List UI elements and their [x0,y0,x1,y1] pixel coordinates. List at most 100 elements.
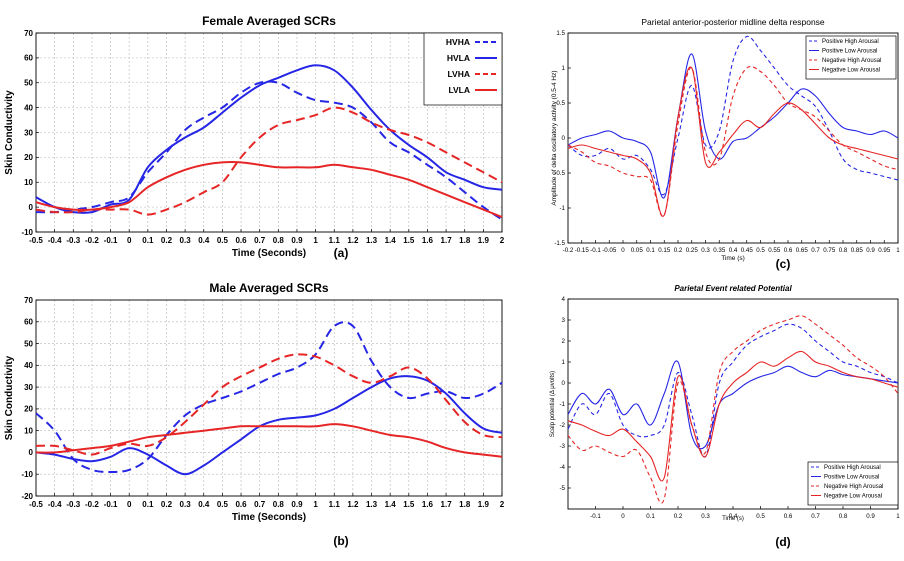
x-tick-label: 0.1 [646,247,655,254]
x-tick-label: 1.4 [385,500,397,509]
y-tick-label: 0.5 [556,100,565,107]
x-tick-label: 0.5 [756,247,765,254]
x-tick-label: -0.5 [29,500,43,509]
x-tick-label: 1.1 [329,500,341,509]
x-tick-label: 0.6 [235,236,247,245]
x-tick-label: 1.6 [422,500,434,509]
x-tick-label: 0.3 [180,500,192,509]
x-tick-label: 0.7 [811,513,820,520]
x-tick-label: 1 [313,500,318,509]
legend-label: HVLA [447,53,470,63]
x-tick-label: 0.2 [161,500,173,509]
y-tick-label: 0 [29,448,34,457]
y-tick-label: -1 [559,401,565,408]
x-tick-label: 0.15 [658,247,671,254]
x-tick-label: 0.05 [631,247,644,254]
chart-panel-a: -0.5 -0.4 -0.3 -0.2 -0.1 0 0.1 0.2 0.3 0.4 0.5 0.6 0… [4,14,505,260]
series-line-hvha [35,321,503,473]
x-tick-label: 0.9 [866,513,875,520]
x-tick-label: 1.1 [329,236,341,245]
x-tick-label: 0.2 [674,513,683,520]
chart-title: Female Averaged SCRs [202,14,336,28]
y-tick-label: 0 [29,203,34,212]
legend-label: Positive Low Arousal [822,49,877,55]
y-tick-label: -10 [21,228,33,237]
x-tick-label: -0.1 [104,500,118,509]
x-tick-label: 0.6 [784,247,793,254]
legend-box [423,32,503,106]
y-tick-label: -1.5 [554,240,565,247]
x-tick-label: 1.8 [459,500,471,509]
x-tick-label: 0.7 [254,500,266,509]
series-line-negative-low-arousal [567,350,899,482]
x-tick-label: 0.85 [851,247,864,254]
legend-box [805,35,897,80]
panel-label: (c) [776,257,791,271]
x-tick-label: 2 [500,236,505,245]
y-tick-label: -3 [559,443,565,450]
x-tick-label: -0.2 [563,247,574,254]
x-tick-label: 0.75 [823,247,836,254]
y-tick-label: 1 [562,359,566,366]
x-tick-label: 1.2 [347,236,359,245]
x-tick-label: 0.8 [839,247,848,254]
x-tick-label: 0.5 [756,513,765,520]
x-tick-label: -0.3 [66,500,80,509]
x-tick-label: 1.9 [478,500,490,509]
chart-panel-b: -0.5 -0.4 -0.3 -0.2 -0.1 0 0.1 0.2 0.3 0.4 0.5 0.6 0… [4,281,505,548]
x-tick-label: 0 [127,236,132,245]
x-axis-label: Time (s) [722,516,744,522]
x-tick-label: 1.8 [459,236,471,245]
y-axis-label: Scalp potential (Δ μvolts) [550,371,556,437]
y-tick-label: -5 [559,485,565,492]
chart-title: Parietal anterior-posterior midline delt… [641,17,825,27]
x-tick-label: 0.5 [217,500,229,509]
legend-label: Negative High Arousal [822,58,881,64]
y-tick-label: 10 [24,426,33,435]
legend-label: Negative Low Arousal [822,68,880,74]
y-tick-label: 50 [24,79,33,88]
x-tick-label: 0.7 [254,236,266,245]
x-tick-label: 0.9 [291,236,303,245]
y-tick-label: 40 [24,103,33,112]
y-tick-label: 0 [562,135,566,142]
y-tick-label: 30 [24,128,33,137]
x-tick-label: 0.2 [674,247,683,254]
x-tick-label: 0.65 [796,247,809,254]
x-tick-label: 0.45 [741,247,754,254]
x-tick-label: 1 [896,513,900,520]
x-tick-label: 1 [313,236,318,245]
y-tick-label: 1.5 [556,30,565,37]
x-tick-label: 0.95 [878,247,891,254]
x-tick-label: 1.4 [385,236,397,245]
series-line-positive-low-arousal [567,53,899,199]
x-tick-label: 0.9 [866,247,875,254]
y-tick-label: -10 [21,470,33,479]
x-tick-label: 1.6 [422,236,434,245]
legend: Positive High Arousal Positive Low Arousa… [805,35,897,80]
x-tick-label: 1.7 [441,236,453,245]
y-tick-label: 4 [562,296,566,303]
x-tick-label: 0.2 [161,236,173,245]
legend-label: Positive High Arousal [822,39,879,45]
series-line-positive-high-arousal [567,323,899,458]
legend-label: Positive Low Arousal [824,475,879,481]
series-line-lvha [35,106,503,216]
x-tick-label: 1 [896,247,900,254]
x-tick-label: 0.3 [701,513,710,520]
y-tick-label: 10 [24,178,33,187]
x-tick-label: 0.8 [839,513,848,520]
x-tick-label: 0.8 [273,500,285,509]
chart-panel-c: -0.2 -0.15 -0.1 -0.05 0 0.05 0.1 0.15 0.2 0.25 0.3… [551,17,900,271]
x-axis-label: Time (s) [721,255,745,262]
legend: Positive High Arousal Positive Low Arousa… [807,461,899,506]
y-axis-label: Skin Conductivity [4,90,15,175]
x-tick-label: -0.3 [66,236,80,245]
y-tick-label: -1 [559,205,565,212]
y-tick-label: 20 [24,405,33,414]
series-line-hvla [35,64,503,214]
y-tick-label: 3 [562,317,566,324]
series-line-lvla [35,161,503,219]
legend: HVHA HVLA LVHA LVLA [423,32,503,106]
